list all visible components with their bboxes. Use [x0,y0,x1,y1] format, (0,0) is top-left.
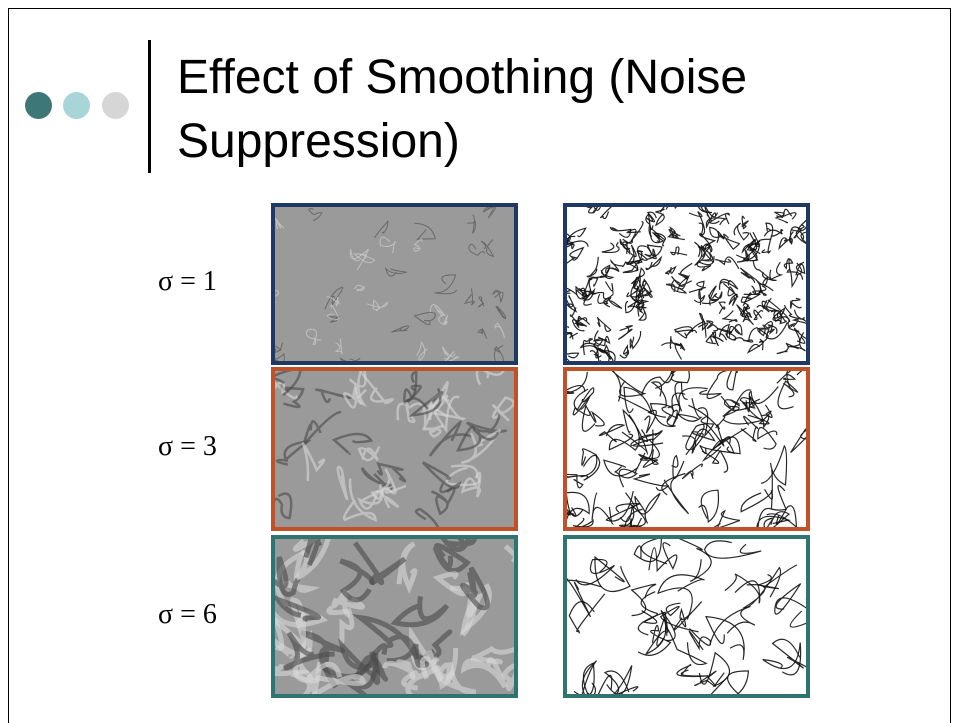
edge-image [563,203,810,365]
slide-title: Effect of Smoothing (Noise Suppression) [177,51,748,168]
sigma-label: σ = 6 [158,598,217,630]
edge-image [563,535,810,698]
image-content [275,539,514,694]
gradient-image [271,367,518,531]
image-content [567,539,806,694]
title-bar [148,40,151,173]
gradient-image [271,203,518,365]
gradient-image [271,535,518,698]
sigma-label: σ = 3 [158,431,217,462]
image-content [567,207,806,361]
bullet-dot [63,92,90,119]
edge-image [563,367,810,531]
bullet-dot [102,92,129,119]
slide-frame [8,8,951,723]
image-content [567,371,806,527]
bullet-dot [25,92,52,119]
sigma-label: σ = 1 [158,266,217,297]
image-content [275,371,514,527]
image-content [275,207,514,361]
